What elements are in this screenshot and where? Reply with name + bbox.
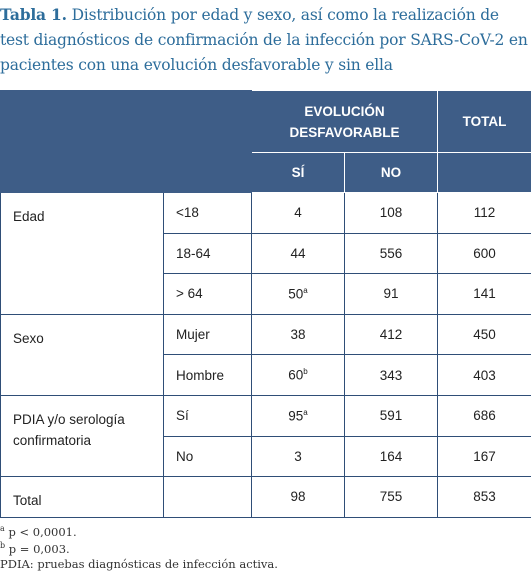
cell-value: 164	[379, 448, 403, 464]
table-row: PDIA y/o serología confirmatoria Sí 95a 591…	[0, 394, 531, 478]
group-label: Sexo	[0, 313, 164, 396]
footnote: b p = 0,003.	[0, 539, 278, 556]
cell-si: 95a	[251, 394, 345, 437]
header-group: EVOLUCIÓN DESFAVORABLE	[251, 90, 438, 153]
cell-si: 50a	[251, 273, 345, 315]
table-row: Hombre 60b 343 403	[1, 354, 531, 396]
cell-value: 3	[294, 448, 302, 464]
cell-si: 4	[251, 192, 345, 234]
table-row: Total 98 755 853	[0, 476, 531, 518]
cell-value: 50	[288, 286, 304, 302]
group-label: Total	[0, 476, 164, 518]
table-row: Edad <18 4 108 112	[0, 192, 531, 315]
footnote-text: PDIA: pruebas diagnósticas de infección …	[0, 556, 278, 571]
cell-total: 403	[437, 354, 531, 396]
title-text: Distribución por edad y sexo, así como l…	[0, 6, 528, 74]
cell-value: 44	[290, 245, 306, 261]
table-title: Tabla 1. Distribución por edad y sexo, a…	[0, 2, 531, 78]
cell-value: 686	[473, 408, 496, 424]
sub-label: 18-64	[163, 232, 252, 275]
cell-value: 38	[290, 327, 306, 343]
note-mark: a	[303, 408, 308, 418]
header-blank	[0, 90, 252, 193]
sub-label: No	[163, 435, 252, 478]
footnote-text: p = 0,003.	[8, 542, 70, 557]
header-empty	[437, 152, 531, 193]
footnote-mark: a	[0, 524, 5, 533]
cell-si: 38	[251, 313, 345, 356]
cell-no: 164	[344, 435, 438, 478]
header-si: SÍ	[251, 152, 345, 193]
footnote-text: p < 0,0001.	[8, 524, 77, 539]
cell-no: 108	[344, 192, 438, 234]
group-label: Edad	[0, 192, 164, 315]
cell-total: 141	[437, 273, 531, 315]
footnote-mark: b	[0, 541, 6, 551]
cell-no: 343	[344, 354, 438, 396]
group-label: PDIA y/o serología confirmatoria	[0, 394, 164, 478]
footnotes: a p < 0,0001. b p = 0,003. PDIA: pruebas d…	[0, 522, 278, 571]
cell-value: 95	[288, 408, 304, 424]
sub-label: Mujer	[163, 313, 252, 356]
cell-total: 450	[437, 313, 531, 356]
cell-value: 755	[379, 489, 403, 505]
cell-total: 600	[437, 232, 531, 275]
cell-value: 4	[294, 205, 302, 221]
cell-si: 3	[251, 435, 345, 478]
cell-value: 412	[379, 327, 403, 343]
cell-si: 98	[251, 476, 345, 518]
cell-si: 60b	[251, 354, 345, 396]
table-row: 18-64 44 556 600	[1, 232, 531, 275]
cell-no: 755	[344, 476, 438, 518]
sub-label: <18	[163, 192, 252, 234]
sub-label: > 64	[163, 273, 252, 315]
cell-value: 450	[473, 327, 496, 343]
cell-value: 167	[473, 448, 496, 464]
cell-value: 343	[379, 367, 403, 383]
cell-no: 591	[344, 394, 438, 437]
sub-label: Hombre	[163, 354, 252, 396]
sub-label: Sí	[163, 394, 252, 437]
cell-si: 44	[251, 232, 345, 275]
cell-total: 853	[437, 476, 531, 518]
cell-value: 853	[473, 489, 496, 505]
note-mark: a	[303, 286, 308, 296]
footnote: PDIA: pruebas diagnósticas de infección …	[0, 557, 278, 572]
footnote: a p < 0,0001.	[0, 522, 278, 539]
cell-no: 556	[344, 232, 438, 275]
cell-total: 686	[437, 394, 531, 437]
cell-total: 112	[437, 192, 531, 234]
cell-value: 108	[379, 205, 403, 221]
cell-no: 412	[344, 313, 438, 356]
cell-value: 600	[473, 245, 496, 261]
cell-value: 403	[473, 367, 496, 383]
cell-value: 112	[473, 205, 496, 221]
cell-total: 167	[437, 435, 531, 478]
cell-no: 91	[344, 273, 438, 315]
cell-value: 60	[288, 367, 304, 383]
cell-value: 98	[290, 489, 306, 505]
note-mark: b	[303, 367, 308, 377]
cell-value: 556	[379, 245, 403, 261]
header-no: NO	[344, 152, 438, 193]
title-label: Tabla 1.	[0, 5, 67, 24]
table: EVOLUCIÓN DESFAVORABLE TOTAL SÍ NO Edad <18…	[0, 90, 531, 518]
header-total: TOTAL	[437, 90, 531, 153]
cell-value: 591	[379, 408, 403, 424]
table-row: Sexo Mujer 38 412 450	[0, 313, 531, 396]
sub-label	[163, 476, 252, 518]
cell-value: 141	[473, 286, 496, 302]
table-row: > 64 50a 91 141	[1, 273, 531, 315]
cell-value: 91	[383, 286, 399, 302]
